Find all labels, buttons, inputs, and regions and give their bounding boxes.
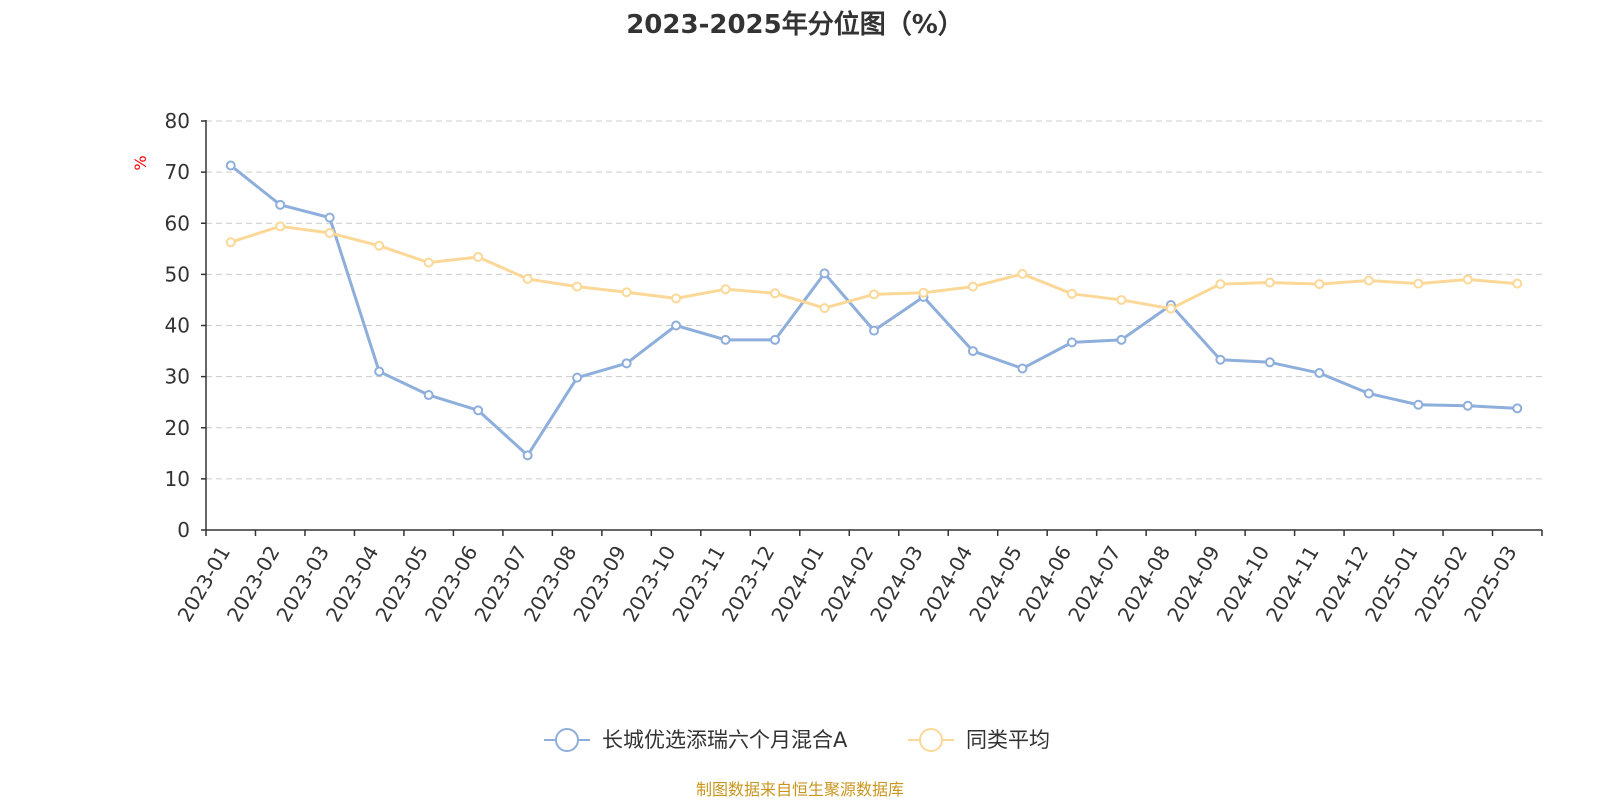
legend[interactable]: 长城优选添瑞六个月混合A 同类平均 [544, 728, 1050, 752]
series-1-point-2024-05[interactable] [1017, 268, 1028, 279]
series-1-point-2025-02[interactable] [1462, 274, 1473, 285]
series-0-point-2024-06[interactable] [1066, 337, 1077, 348]
y-tick-label-20: 20 [165, 416, 190, 440]
series-0-point-2023-02[interactable] [275, 199, 286, 210]
series-0-point-2024-12[interactable] [1363, 388, 1374, 399]
series-0-point-2024-07[interactable] [1116, 334, 1127, 345]
series-1-point-2023-01[interactable] [225, 237, 236, 248]
series-1-point-2023-02[interactable] [275, 221, 286, 232]
series-0-point-2023-10[interactable] [671, 320, 682, 331]
y-tick-label-0: 0 [177, 518, 190, 542]
series-1-point-2024-11[interactable] [1314, 279, 1325, 290]
y-tick-label-70: 70 [165, 160, 190, 184]
series-0-point-2024-04[interactable] [967, 346, 978, 357]
series-0-point-2024-11[interactable] [1314, 368, 1325, 379]
y-tick-label-30: 30 [165, 365, 190, 389]
series-0-point-2023-01[interactable] [225, 160, 236, 171]
chart-title: 2023-2025年分位图（%） [626, 9, 964, 40]
series-1-point-2023-04[interactable] [374, 240, 385, 251]
series-0-point-2024-01[interactable] [819, 268, 830, 279]
series-1-point-2023-11[interactable] [720, 284, 731, 295]
y-axis-unit-label: % [131, 155, 150, 170]
series-0-point-2025-03[interactable] [1512, 403, 1523, 414]
series-1-point-2024-08[interactable] [1165, 303, 1176, 314]
y-tick-label-50: 50 [165, 262, 190, 286]
series-lines [225, 160, 1523, 461]
series-0-point-2024-10[interactable] [1264, 357, 1275, 368]
series-1-point-2023-08[interactable] [572, 281, 583, 292]
series-1-point-2024-12[interactable] [1363, 275, 1374, 286]
series-1-point-2024-06[interactable] [1066, 288, 1077, 299]
data-source-note: 制图数据来自恒生聚源数据库 [696, 780, 904, 799]
y-tick-label-40: 40 [165, 314, 190, 338]
series-1-point-2025-01[interactable] [1413, 278, 1424, 289]
series-1-point-2024-03[interactable] [918, 287, 929, 298]
axes: 010203040506070802023-012023-022023-0320… [165, 109, 1543, 626]
series-0-point-2023-03[interactable] [324, 212, 335, 223]
series-1-point-2023-07[interactable] [522, 273, 533, 284]
series-1-point-2023-05[interactable] [423, 257, 434, 268]
series-1-point-2023-10[interactable] [671, 293, 682, 304]
series-1-point-2024-10[interactable] [1264, 277, 1275, 288]
series-0-point-2023-05[interactable] [423, 390, 434, 401]
series-0-point-2024-09[interactable] [1215, 354, 1226, 365]
series-0-point-2023-12[interactable] [770, 334, 781, 345]
y-tick-label-80: 80 [165, 109, 190, 133]
series-1-point-2024-07[interactable] [1116, 294, 1127, 305]
series-1-point-2023-09[interactable] [621, 287, 632, 298]
legend-marker-peer-average [919, 728, 943, 752]
series-1-point-2024-02[interactable] [869, 289, 879, 300]
series-1-point-2025-03[interactable] [1512, 278, 1523, 289]
legend-label-fund: 长城优选添瑞六个月混合A [602, 728, 848, 752]
series-0-point-2024-02[interactable] [869, 325, 879, 336]
series-1-point-2024-04[interactable] [967, 281, 978, 292]
grid-lines [206, 120, 1542, 480]
series-0-point-2023-09[interactable] [621, 358, 632, 369]
series-1-point-2024-09[interactable] [1215, 279, 1226, 290]
series-0-point-2025-02[interactable] [1462, 400, 1473, 411]
legend-marker-fund [555, 728, 579, 752]
series-0-point-2024-05[interactable] [1017, 363, 1028, 374]
legend-item-fund[interactable]: 长城优选添瑞六个月混合A [544, 728, 848, 752]
series-1-point-2023-12[interactable] [770, 288, 781, 299]
legend-item-peer-average[interactable]: 同类平均 [908, 728, 1050, 752]
series-0-point-2025-01[interactable] [1413, 399, 1424, 410]
series-line-0 [229, 164, 1518, 457]
y-tick-label-60: 60 [165, 211, 190, 235]
legend-label-peer-average: 同类平均 [966, 728, 1050, 752]
series-0-point-2023-06[interactable] [473, 405, 484, 416]
series-0-point-2023-04[interactable] [374, 366, 385, 377]
y-tick-label-10: 10 [165, 467, 190, 491]
series-1-point-2023-06[interactable] [473, 251, 484, 262]
series-0-point-2023-07[interactable] [522, 450, 533, 461]
series-0-point-2023-11[interactable] [720, 334, 731, 345]
series-0-point-2023-08[interactable] [572, 372, 583, 383]
series-1-point-2023-03[interactable] [324, 227, 335, 238]
series-1-point-2024-01[interactable] [819, 303, 830, 314]
